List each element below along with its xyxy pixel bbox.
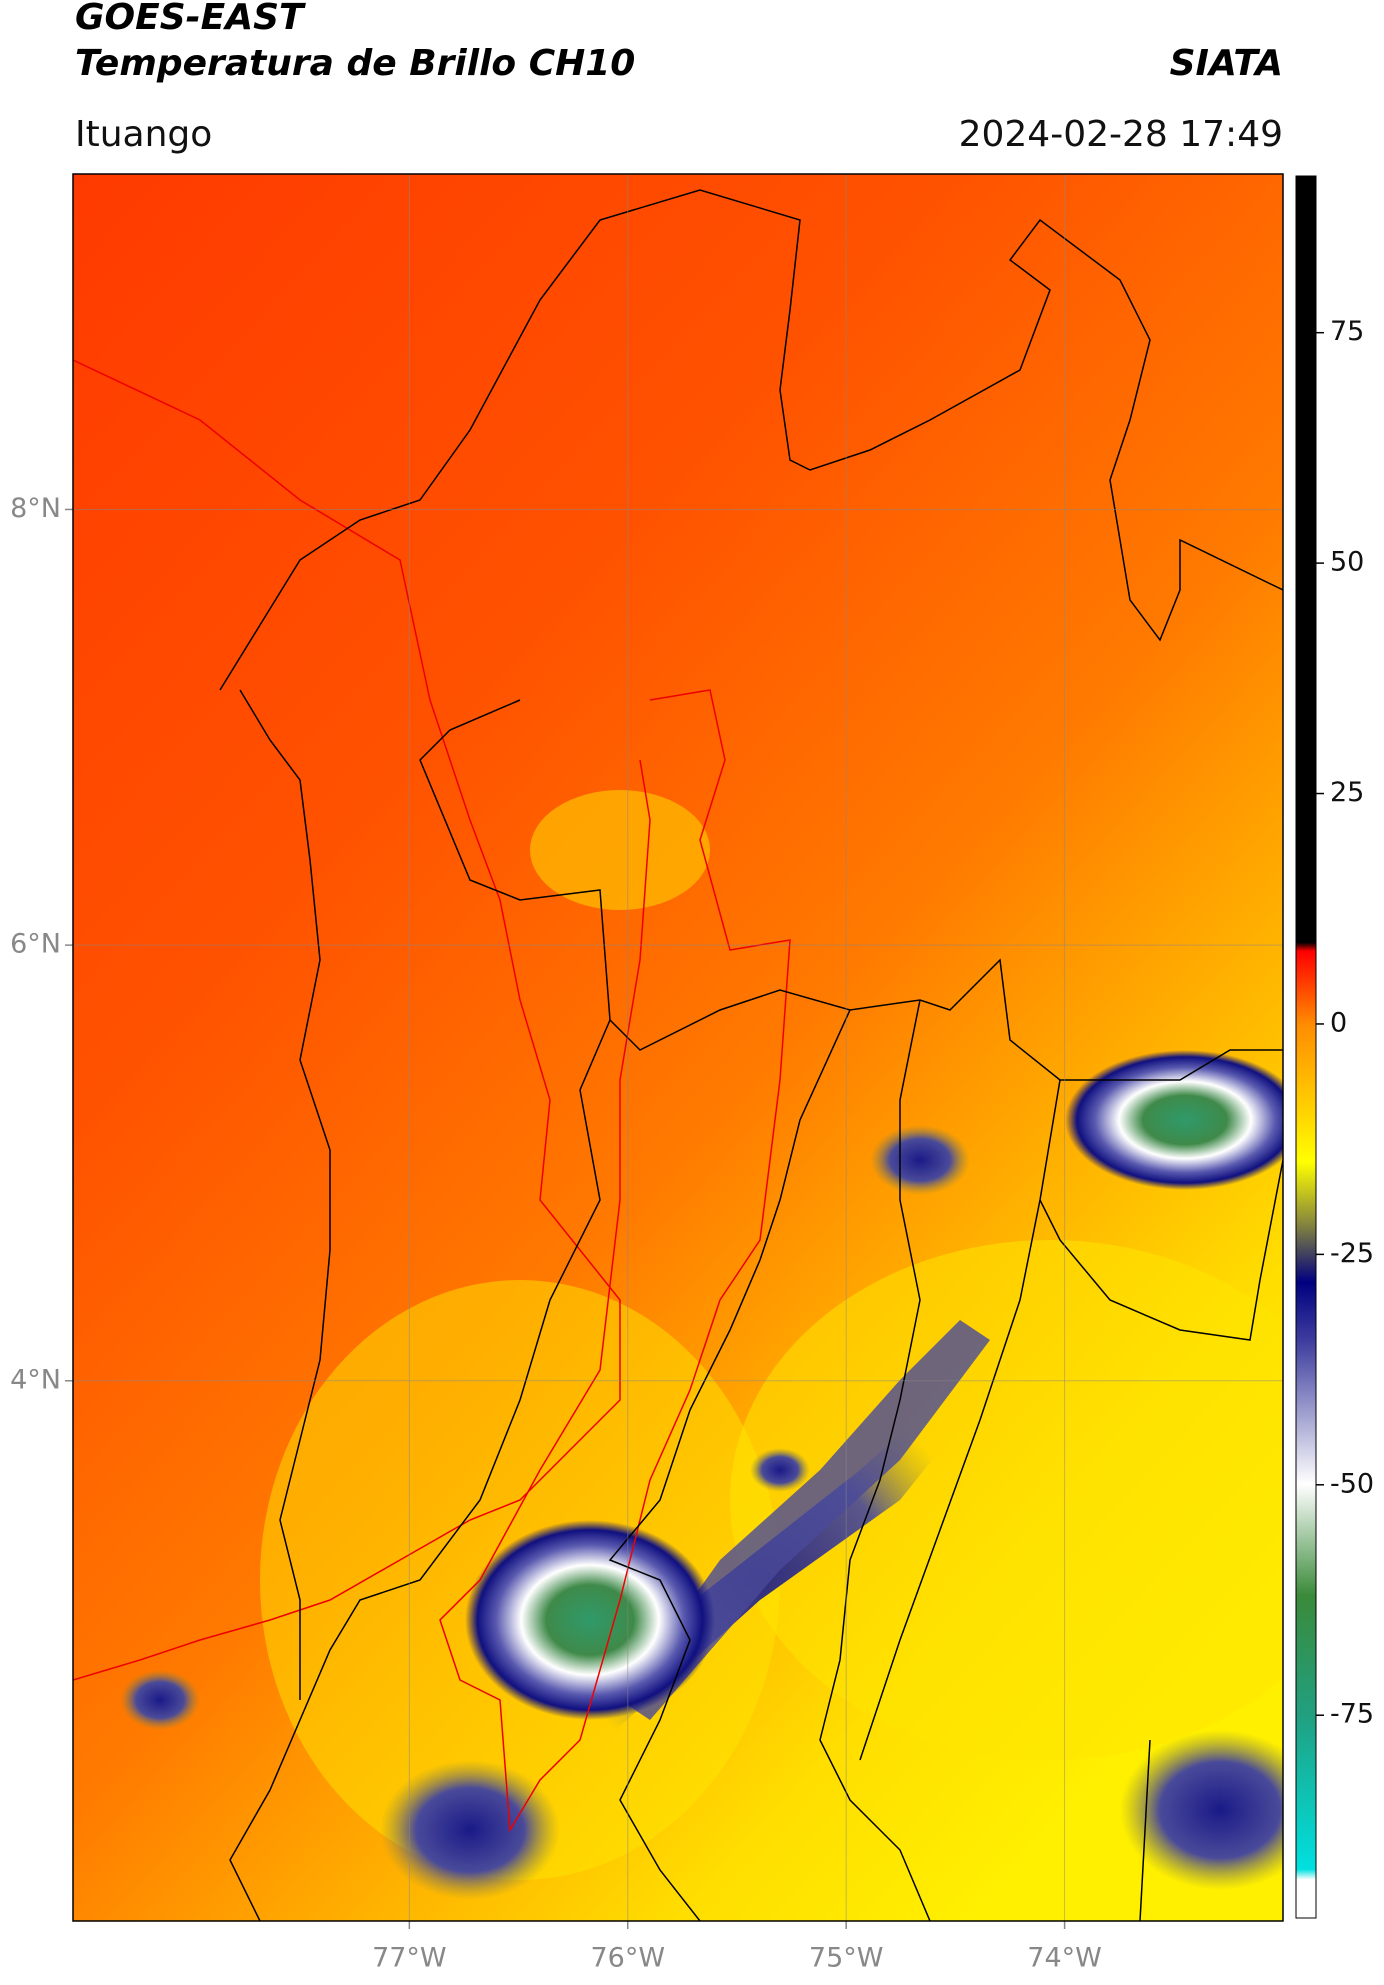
colorbar-tick-label: 50	[1330, 547, 1364, 578]
colorbar-tick-label: 75	[1330, 316, 1364, 347]
colorbar	[1295, 175, 1317, 1919]
lat-label: 4°N	[10, 1364, 61, 1395]
map-image	[73, 174, 1283, 1921]
location: Ituango	[75, 114, 212, 155]
lon-label: 76°W	[590, 1943, 665, 1974]
datetime: 2024-02-28 17:49	[959, 114, 1283, 155]
lat-label: 8°N	[10, 493, 61, 524]
colorbar-tick-label: -25	[1330, 1238, 1374, 1269]
colorbar-tick-label: -50	[1330, 1468, 1374, 1499]
lon-label: 75°W	[809, 1943, 884, 1974]
colorbar-tick-label: 0	[1330, 1007, 1347, 1038]
map-frame	[72, 173, 1284, 1922]
source: SIATA	[1170, 43, 1283, 84]
lon-label: 77°W	[372, 1943, 447, 1974]
lon-label: 74°W	[1027, 1943, 1102, 1974]
colorbar-tick-label: 25	[1330, 777, 1364, 808]
lat-label: 6°N	[10, 929, 61, 960]
title: GOES-EAST	[75, 0, 306, 38]
colorbar-tick-label: -75	[1330, 1699, 1374, 1730]
graticule	[65, 174, 1283, 1929]
subtitle: Temperatura de Brillo CH10	[75, 43, 635, 84]
